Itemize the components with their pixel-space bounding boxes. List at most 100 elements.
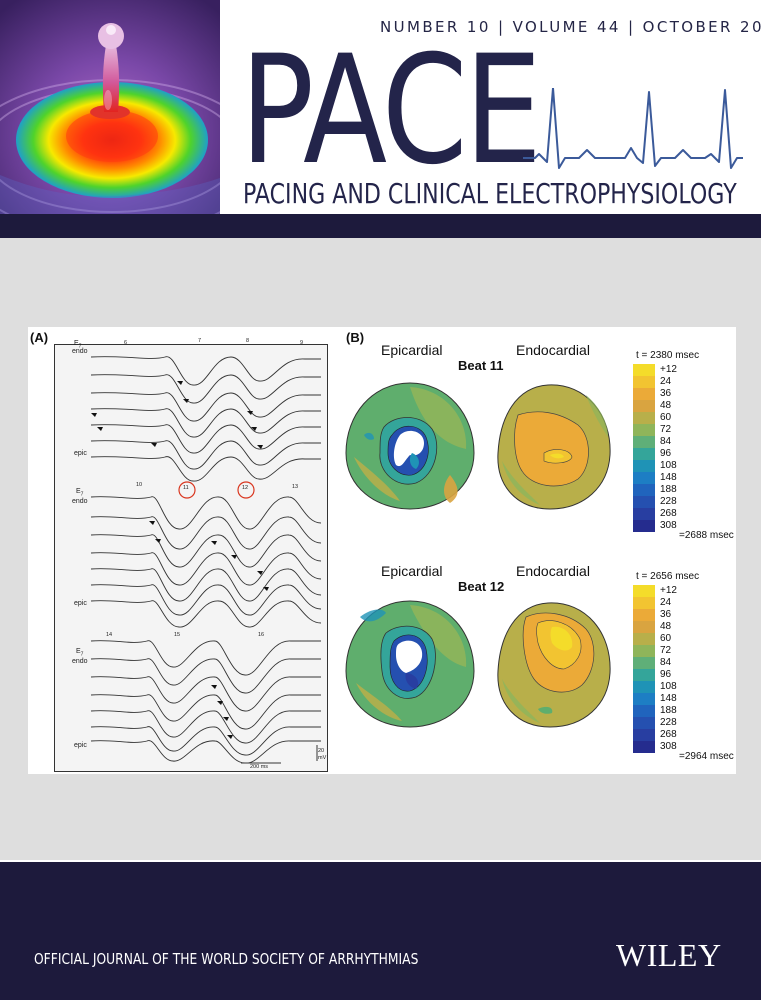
legend-swatch <box>633 657 655 669</box>
endo-label-1: endo <box>72 348 88 355</box>
legend-swatch <box>633 460 655 472</box>
legend-value: 36 <box>660 609 672 620</box>
legend-swatch <box>633 693 655 705</box>
legend-swatch <box>633 681 655 693</box>
legend-value: 84 <box>660 657 672 668</box>
legend-row: 108 <box>633 681 733 693</box>
epic-label-2: epic <box>74 600 87 607</box>
endocardial-label-2: Endocardial <box>516 563 590 579</box>
legend-row: 96 <box>633 669 733 681</box>
legend-row: 268 <box>633 508 733 520</box>
legend-value: 48 <box>660 400 672 411</box>
legend-row: 148 <box>633 472 733 484</box>
legend-row: 96 <box>633 448 733 460</box>
legend-value: 72 <box>660 645 672 656</box>
legend-row: 308 <box>633 741 733 753</box>
beat-number: 9 <box>300 340 304 346</box>
legend-row: 188 <box>633 705 733 717</box>
legend-value: +12 <box>660 585 677 596</box>
legend-value: +12 <box>660 364 677 375</box>
legend-value: 308 <box>660 741 677 752</box>
legend-swatch <box>633 597 655 609</box>
beat-12-label: Beat 12 <box>458 579 505 594</box>
legend-value: 24 <box>660 376 672 387</box>
cover-photo <box>0 0 220 214</box>
legend-row: 60 <box>633 633 733 645</box>
legend-row: 84 <box>633 657 733 669</box>
beat-number: 16 <box>258 632 265 638</box>
legend-swatch <box>633 669 655 681</box>
legend-value: 188 <box>660 705 677 716</box>
legend-row: 228 <box>633 496 733 508</box>
legend-swatch <box>633 436 655 448</box>
legend-row: 48 <box>633 621 733 633</box>
legend-value: 148 <box>660 472 677 483</box>
legend-value: 228 <box>660 496 677 507</box>
legend-swatch <box>633 741 655 753</box>
issue-line: NUMBER 10 | VOLUME 44 | OCTOBER 2021 <box>380 18 761 36</box>
beat-number: 14 <box>106 632 113 638</box>
legend-swatch <box>633 412 655 424</box>
legend-row: 24 <box>633 597 733 609</box>
legend-swatch <box>633 388 655 400</box>
legend-value: 36 <box>660 388 672 399</box>
legend-swatch <box>633 376 655 388</box>
legend-swatch <box>633 645 655 657</box>
endo-label-2: endo <box>72 498 88 505</box>
legend-row: 108 <box>633 460 733 472</box>
legend-value: 188 <box>660 484 677 495</box>
panel-b-label: (B) <box>346 330 365 345</box>
legend-value: 108 <box>660 681 677 692</box>
electrode-label: E7 <box>74 340 82 350</box>
epic-label-1: epic <box>74 450 87 457</box>
legend-swatch <box>633 633 655 645</box>
legend-row: 308 <box>633 520 733 532</box>
legend-row: +12 <box>633 585 733 597</box>
legend-value: 96 <box>660 669 672 680</box>
electrogram-frame <box>54 344 328 772</box>
electrode-label-3: E7 <box>76 648 84 658</box>
beat-number: 8 <box>246 338 250 344</box>
legend-swatch <box>633 520 655 532</box>
legend-value: 96 <box>660 448 672 459</box>
legend-value: 84 <box>660 436 672 447</box>
legend-swatch <box>633 717 655 729</box>
legend-row: 36 <box>633 388 733 400</box>
beat-number: 7 <box>198 338 202 344</box>
legend-row: 24 <box>633 376 733 388</box>
time-end-beat-11: =2688 msec <box>679 530 734 541</box>
beat-number: 10 <box>136 482 143 488</box>
legend-swatch <box>633 705 655 717</box>
beat-number: 6 <box>124 340 128 346</box>
beat-11-label: Beat 11 <box>458 358 504 373</box>
legend-value: 60 <box>660 412 672 423</box>
journal-title: PACE <box>240 24 542 198</box>
time-end-beat-12: =2964 msec <box>679 751 734 762</box>
epicardial-label-2: Epicardial <box>381 563 443 579</box>
legend-swatch <box>633 484 655 496</box>
beat-number: 15 <box>174 632 181 638</box>
beat-number: 12 <box>242 485 249 491</box>
legend-row: 228 <box>633 717 733 729</box>
legend-value: 60 <box>660 633 672 644</box>
beat-number: 11 <box>183 485 189 491</box>
legend-value: 308 <box>660 520 677 531</box>
legend-row: 72 <box>633 424 733 436</box>
legend-value: 24 <box>660 597 672 608</box>
epicardial-label-1: Epicardial <box>381 342 443 358</box>
footer-tagline: OFFICIAL JOURNAL OF THE WORLD SOCIETY OF… <box>34 950 419 968</box>
legend-row: 48 <box>633 400 733 412</box>
color-legend-beat-11: +12 24 36 48 60 72 84 96 108 148 188 228 268 308 <box>633 364 733 532</box>
legend-row: 148 <box>633 693 733 705</box>
legend-swatch <box>633 472 655 484</box>
legend-swatch <box>633 609 655 621</box>
footer-band <box>0 862 761 1000</box>
panel-a-label: (A) <box>30 330 49 345</box>
legend-swatch <box>633 585 655 597</box>
legend-value: 108 <box>660 460 677 471</box>
legend-swatch <box>633 364 655 376</box>
endocardial-map-beat-12 <box>488 593 616 733</box>
epicardial-map-beat-12 <box>340 593 480 733</box>
header-band <box>0 214 761 238</box>
legend-swatch <box>633 424 655 436</box>
